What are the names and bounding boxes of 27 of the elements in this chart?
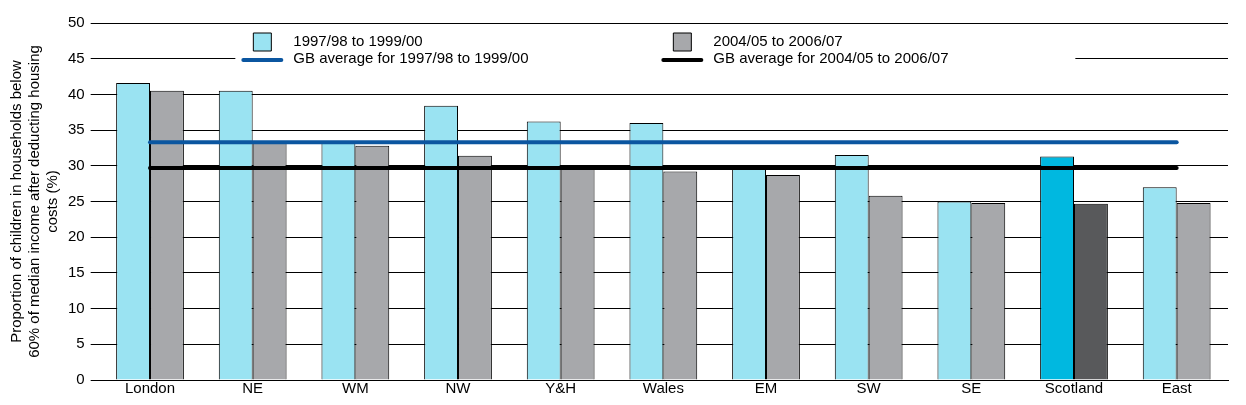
y-tick-label: 20 — [68, 227, 85, 245]
legend-label: GB average for 1997/98 to 1999/00 — [293, 49, 529, 67]
x-tick-label: EM — [754, 379, 778, 397]
y-tick-label: 45 — [68, 48, 85, 66]
x-tick-label: London — [124, 379, 176, 397]
x-tick-label: WM — [342, 379, 369, 397]
x-tick-label: NE — [242, 379, 264, 397]
legend-label: 1997/98 to 1999/00 — [293, 32, 423, 50]
y-tick-label: 5 — [76, 334, 85, 352]
y-tick-label: 15 — [68, 263, 85, 281]
y-tick-label: 10 — [68, 298, 85, 316]
x-tick-label: SW — [856, 379, 882, 397]
y-tick-label: 50 — [68, 13, 85, 31]
y-tick-label: 35 — [68, 120, 85, 138]
y-tick-label: 40 — [68, 84, 85, 102]
x-tick-label: Y&H — [545, 379, 577, 397]
x-tick-label: SE — [961, 379, 982, 397]
y-axis-title: Proportion of children in households below 60% of median income after deducting housing costs (%) — [7, 45, 61, 358]
y-tick-label: 30 — [68, 155, 85, 173]
x-tick-label: NW — [445, 379, 472, 397]
legend-label: GB average for 2004/05 to 2006/07 — [713, 49, 949, 67]
x-tick-label: Scotland — [1044, 379, 1104, 397]
y-tick-label: 0 — [76, 370, 85, 388]
y-tick-label: 25 — [68, 191, 85, 209]
x-tick-label: East — [1161, 379, 1193, 397]
legend-label: 2004/05 to 2006/07 — [713, 32, 843, 50]
x-tick-label: Wales — [642, 379, 684, 397]
